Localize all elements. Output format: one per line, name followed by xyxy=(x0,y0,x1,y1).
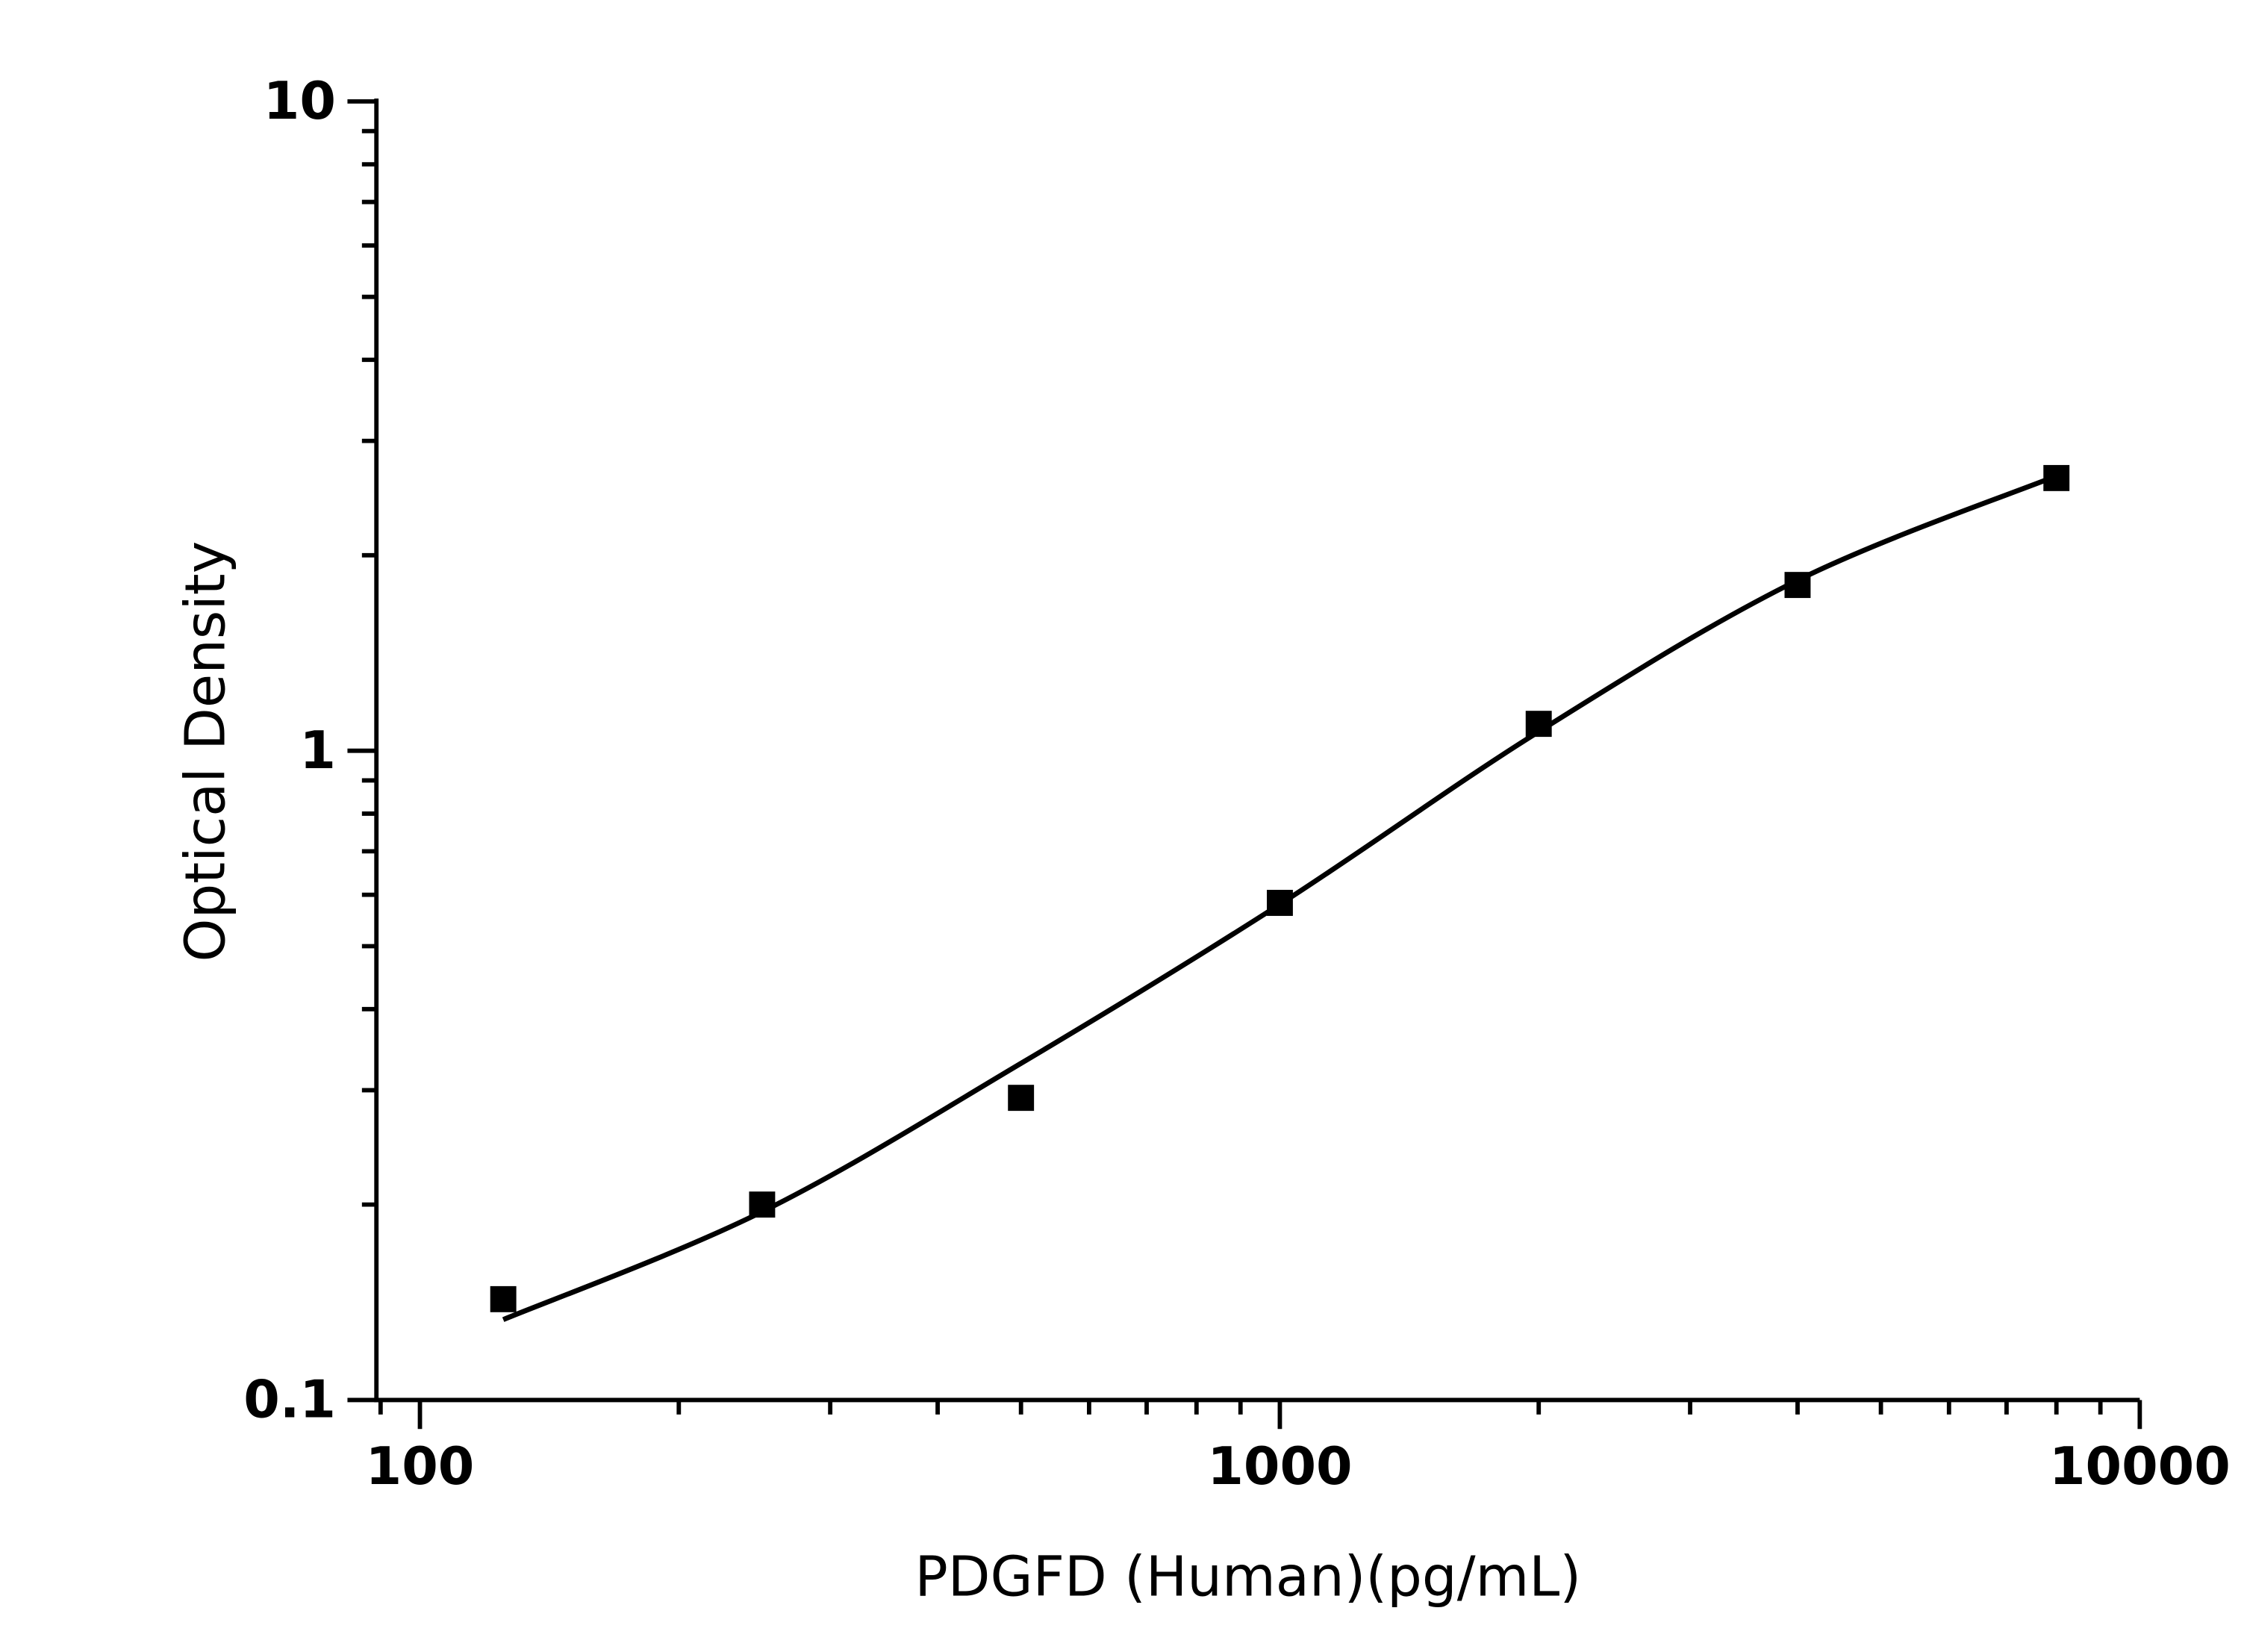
data-points xyxy=(490,464,2070,1312)
y-tick-label: 1 xyxy=(299,720,336,781)
axes: 0.1 1 10 100 1000 10000 xyxy=(243,71,2231,1497)
data-point xyxy=(2043,464,2070,491)
y-tick-label: 10 xyxy=(264,71,336,131)
data-point xyxy=(1525,711,1552,738)
data-point xyxy=(1784,572,1811,599)
x-tick-label: 100 xyxy=(366,1436,475,1497)
data-point xyxy=(1266,890,1293,916)
data-point xyxy=(1008,1085,1035,1112)
data-point xyxy=(490,1285,517,1312)
data-point xyxy=(749,1191,776,1218)
x-tick-label: 1000 xyxy=(1207,1436,1352,1497)
x-tick-label: 10000 xyxy=(2049,1436,2231,1497)
y-axis-label: Optical Density xyxy=(175,541,238,962)
x-axis-label: PDGFD (Human)(pg/mL) xyxy=(914,1545,1581,1609)
y-tick-label: 0.1 xyxy=(243,1370,336,1430)
